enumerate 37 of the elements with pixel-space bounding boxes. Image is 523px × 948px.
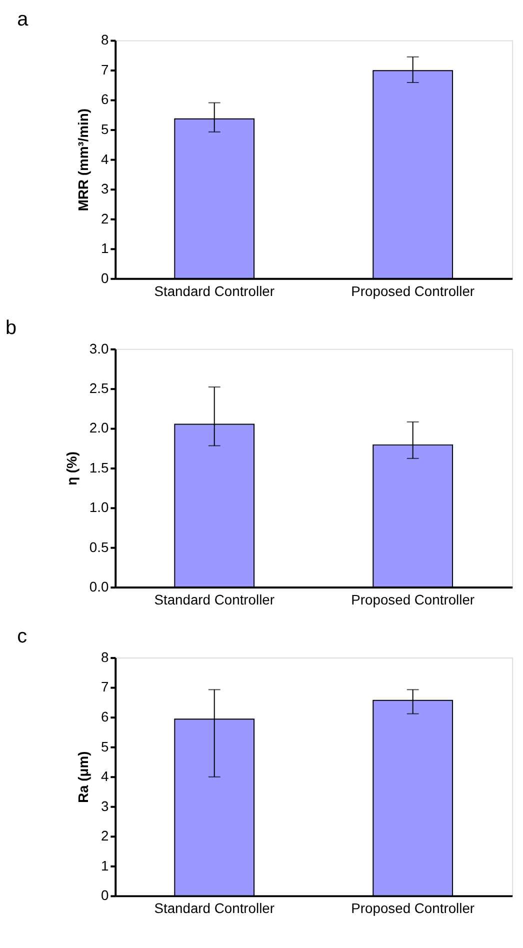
y-tick-label: 2 bbox=[100, 828, 109, 844]
y-tick-label: 4 bbox=[100, 768, 109, 784]
y-tick-label: 4 bbox=[100, 150, 109, 167]
x-tick-label: Proposed Controller bbox=[351, 900, 475, 916]
y-tick-label: 0 bbox=[100, 270, 109, 286]
y-tick-label: 7 bbox=[100, 678, 109, 695]
y-tick-label: 0.5 bbox=[89, 538, 109, 555]
y-tick-label: 2.0 bbox=[89, 420, 109, 436]
y-tick-label: 1 bbox=[100, 857, 109, 874]
x-tick-label: Proposed Controller bbox=[351, 591, 475, 608]
y-tick-label: 7 bbox=[100, 61, 109, 78]
y-tick-label: 8 bbox=[100, 648, 109, 665]
y-tick-label: 1.0 bbox=[89, 499, 109, 516]
y-tick-label: 0.0 bbox=[89, 578, 109, 595]
y-tick-label: 1.5 bbox=[89, 459, 109, 476]
chart-title: c bbox=[17, 626, 28, 648]
y-tick-label: 3.0 bbox=[89, 340, 109, 356]
x-tick-label: Standard Controller bbox=[154, 282, 275, 299]
y-axis-title: Ra (μm) bbox=[75, 751, 92, 803]
y-tick-label: 1 bbox=[100, 240, 109, 256]
y-tick-label: 6 bbox=[100, 708, 109, 725]
chart-title: b bbox=[5, 316, 17, 339]
y-tick-label: 3 bbox=[100, 798, 109, 814]
y-axis-title: η (%) bbox=[63, 451, 80, 486]
x-tick-label: Proposed Controller bbox=[351, 282, 475, 299]
chart-title: a bbox=[17, 8, 30, 30]
y-tick-label: 0 bbox=[100, 887, 109, 904]
y-tick-label: 5 bbox=[100, 738, 109, 754]
x-tick-label: Standard Controller bbox=[154, 900, 275, 916]
x-tick-label: Standard Controller bbox=[154, 591, 275, 608]
y-tick-label: 3 bbox=[100, 180, 109, 197]
y-tick-label: 2 bbox=[100, 210, 109, 226]
y-tick-label: 8 bbox=[100, 32, 109, 48]
y-axis-title: MRR (mm³/min) bbox=[75, 108, 92, 212]
y-tick-label: 2.5 bbox=[89, 380, 109, 396]
y-tick-label: 5 bbox=[100, 121, 109, 138]
y-tick-label: 6 bbox=[100, 91, 109, 108]
